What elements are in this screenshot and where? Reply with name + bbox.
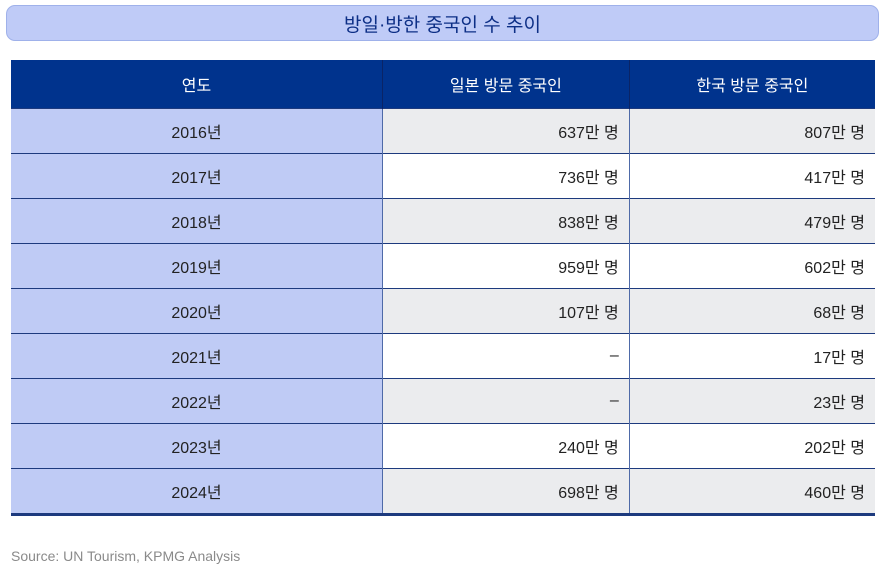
cell-year: 2021년	[11, 333, 383, 379]
cell-year: 2018년	[11, 198, 383, 244]
header-year: 연도	[11, 60, 383, 109]
cell-japan: 959만 명	[382, 243, 630, 289]
cell-korea: 602만 명	[628, 243, 875, 289]
cell-korea: 23만 명	[628, 378, 875, 424]
cell-year: 2023년	[11, 423, 383, 469]
cell-japan: 240만 명	[382, 423, 630, 469]
cell-korea: 202만 명	[628, 423, 875, 469]
source-note: Source: UN Tourism, KPMG Analysis	[11, 548, 241, 564]
cell-year: 2020년	[11, 288, 383, 334]
table-row: 2018년 838만 명 479만 명	[11, 198, 875, 244]
cell-korea: 460만 명	[628, 468, 875, 516]
table-header-row: 연도 일본 방문 중국인 한국 방문 중국인	[11, 60, 875, 109]
cell-japan: –	[382, 333, 630, 379]
table-row: 2016년 637만 명 807만 명	[11, 108, 875, 154]
visitor-table: 연도 일본 방문 중국인 한국 방문 중국인 2016년 637만 명 807만 명…	[11, 60, 875, 516]
cell-year: 2024년	[11, 468, 383, 516]
table-row: 2020년 107만 명 68만 명	[11, 288, 875, 334]
header-korea: 한국 방문 중국인	[628, 60, 875, 109]
cell-korea: 417만 명	[628, 153, 875, 199]
table-row: 2021년 –17만 명	[11, 333, 875, 379]
table-row: 2022년 –23만 명	[11, 378, 875, 424]
table-row: 2017년 736만 명 417만 명	[11, 153, 875, 199]
cell-japan: 698만 명	[382, 468, 630, 516]
cell-year: 2016년	[11, 108, 383, 154]
cell-japan: 838만 명	[382, 198, 630, 244]
cell-year: 2017년	[11, 153, 383, 199]
cell-korea: 17만 명	[628, 333, 875, 379]
table-title: 방일·방한 중국인 수 추이	[6, 5, 879, 41]
table-row: 2023년 240만 명 202만 명	[11, 423, 875, 469]
cell-japan: 637만 명	[382, 108, 630, 154]
cell-year: 2019년	[11, 243, 383, 289]
cell-korea: 68만 명	[628, 288, 875, 334]
cell-japan: 107만 명	[382, 288, 630, 334]
table-row: 2019년 959만 명 602만 명	[11, 243, 875, 289]
cell-korea: 807만 명	[628, 108, 875, 154]
cell-japan: –	[382, 378, 630, 424]
cell-year: 2022년	[11, 378, 383, 424]
cell-japan: 736만 명	[382, 153, 630, 199]
header-japan: 일본 방문 중국인	[382, 60, 630, 109]
cell-korea: 479만 명	[628, 198, 875, 244]
table-row: 2024년 698만 명 460만 명	[11, 468, 875, 516]
